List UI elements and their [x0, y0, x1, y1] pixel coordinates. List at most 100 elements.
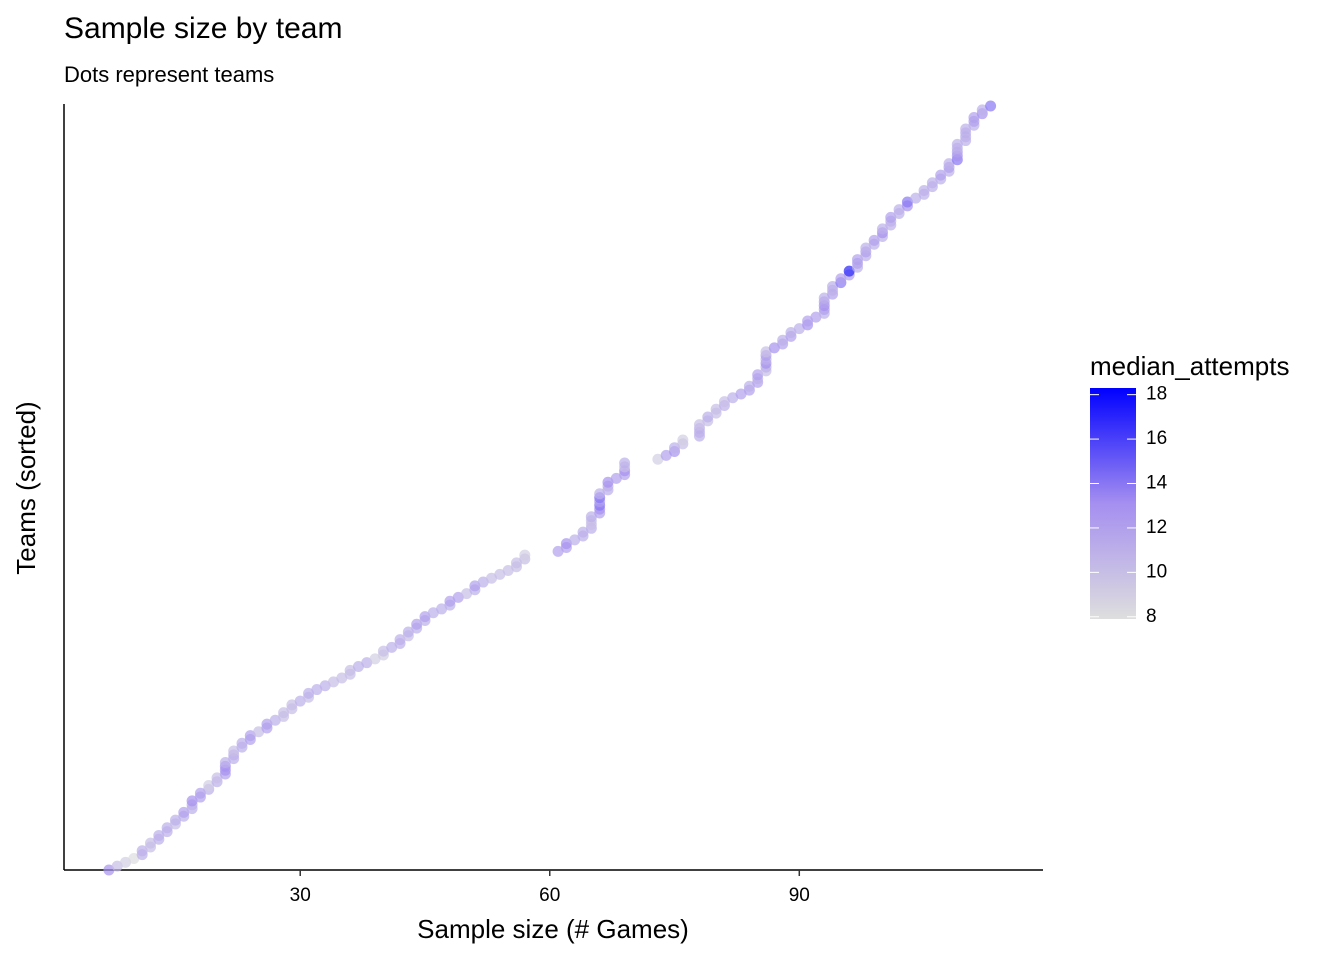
team-dot	[827, 280, 839, 292]
team-dot	[810, 311, 822, 323]
team-dot	[153, 829, 165, 841]
team-dot	[411, 618, 423, 630]
team-dot	[244, 730, 256, 742]
team-dot	[186, 795, 198, 807]
team-dot	[510, 557, 522, 569]
team-dot	[502, 565, 514, 577]
team-dot	[219, 757, 231, 769]
team-dot	[228, 745, 240, 757]
team-dot	[253, 726, 265, 738]
team-dot	[602, 476, 614, 488]
team-dot	[610, 472, 622, 484]
team-dot	[669, 442, 681, 454]
team-dot	[261, 718, 273, 730]
team-dot	[935, 169, 947, 181]
team-dot	[286, 699, 298, 711]
colorbar-label: 16	[1146, 428, 1167, 449]
team-dot	[743, 380, 755, 392]
team-dot	[377, 645, 389, 657]
team-dot	[710, 403, 722, 415]
team-dot	[985, 100, 997, 112]
team-dot	[303, 687, 315, 699]
team-dot	[868, 234, 880, 246]
team-dot	[336, 672, 348, 684]
team-dot	[344, 664, 356, 676]
colorbar-label: 18	[1146, 384, 1167, 405]
team-dot	[211, 772, 223, 784]
team-dot	[145, 837, 157, 849]
team-dot	[910, 192, 922, 204]
team-dot	[319, 680, 331, 692]
team-dot	[752, 369, 764, 381]
team-dot	[735, 388, 747, 400]
team-dot	[876, 223, 888, 235]
team-dot	[652, 453, 664, 465]
team-dot	[486, 572, 498, 584]
team-dot	[777, 334, 789, 346]
team-dot	[419, 611, 431, 623]
team-dot	[469, 580, 481, 592]
team-dot	[976, 104, 988, 116]
team-dot	[311, 684, 323, 696]
colorbar-label: 12	[1146, 517, 1167, 538]
team-dot	[444, 595, 456, 607]
team-dot	[960, 123, 972, 135]
team-dot	[677, 434, 689, 446]
team-dot	[760, 346, 772, 358]
team-dot	[161, 822, 173, 834]
x-tick-label: 60	[539, 885, 560, 906]
team-dot	[818, 292, 830, 304]
team-dot	[461, 588, 473, 600]
team-dot	[178, 806, 190, 818]
team-dot	[852, 254, 864, 266]
x-axis-label: Sample size (# Games)	[417, 914, 689, 944]
team-dot	[802, 315, 814, 327]
team-dot	[402, 626, 414, 638]
team-dot	[136, 845, 148, 857]
team-dot	[203, 780, 215, 792]
team-dot	[194, 787, 206, 799]
team-dot	[169, 814, 181, 826]
team-dot	[552, 545, 564, 557]
x-tick-label: 90	[789, 885, 810, 906]
team-dot	[352, 661, 364, 673]
team-dot	[103, 864, 115, 876]
team-dot	[111, 860, 123, 872]
team-dot	[361, 657, 373, 669]
team-dot	[577, 526, 589, 538]
team-dot	[968, 112, 980, 124]
team-dot	[278, 707, 290, 719]
team-dot	[901, 196, 913, 208]
team-dot	[943, 158, 955, 170]
team-dot	[386, 641, 398, 653]
team-dot	[926, 177, 938, 189]
team-dot	[394, 634, 406, 646]
team-dot	[477, 576, 489, 588]
team-dot	[860, 242, 872, 254]
chart-subtitle: Dots represent teams	[64, 62, 274, 87]
team-dot	[843, 265, 855, 277]
colorbar	[1090, 388, 1136, 619]
team-dot	[727, 392, 739, 404]
team-dot	[519, 549, 531, 561]
team-dot	[427, 607, 439, 619]
team-dot	[128, 852, 140, 864]
team-dot	[294, 695, 306, 707]
team-dot	[436, 603, 448, 615]
chart-title: Sample size by team	[64, 12, 342, 45]
team-dot	[327, 676, 339, 688]
team-dot	[951, 138, 963, 150]
team-dot	[660, 449, 672, 461]
colorbar-label: 8	[1146, 606, 1157, 627]
team-dot	[835, 273, 847, 285]
team-dot	[702, 411, 714, 423]
team-dot	[785, 327, 797, 339]
team-dot	[452, 591, 464, 603]
team-dot	[885, 211, 897, 223]
team-dot	[560, 538, 572, 550]
team-dot	[768, 342, 780, 354]
team-dot	[594, 488, 606, 500]
team-dot	[918, 184, 930, 196]
